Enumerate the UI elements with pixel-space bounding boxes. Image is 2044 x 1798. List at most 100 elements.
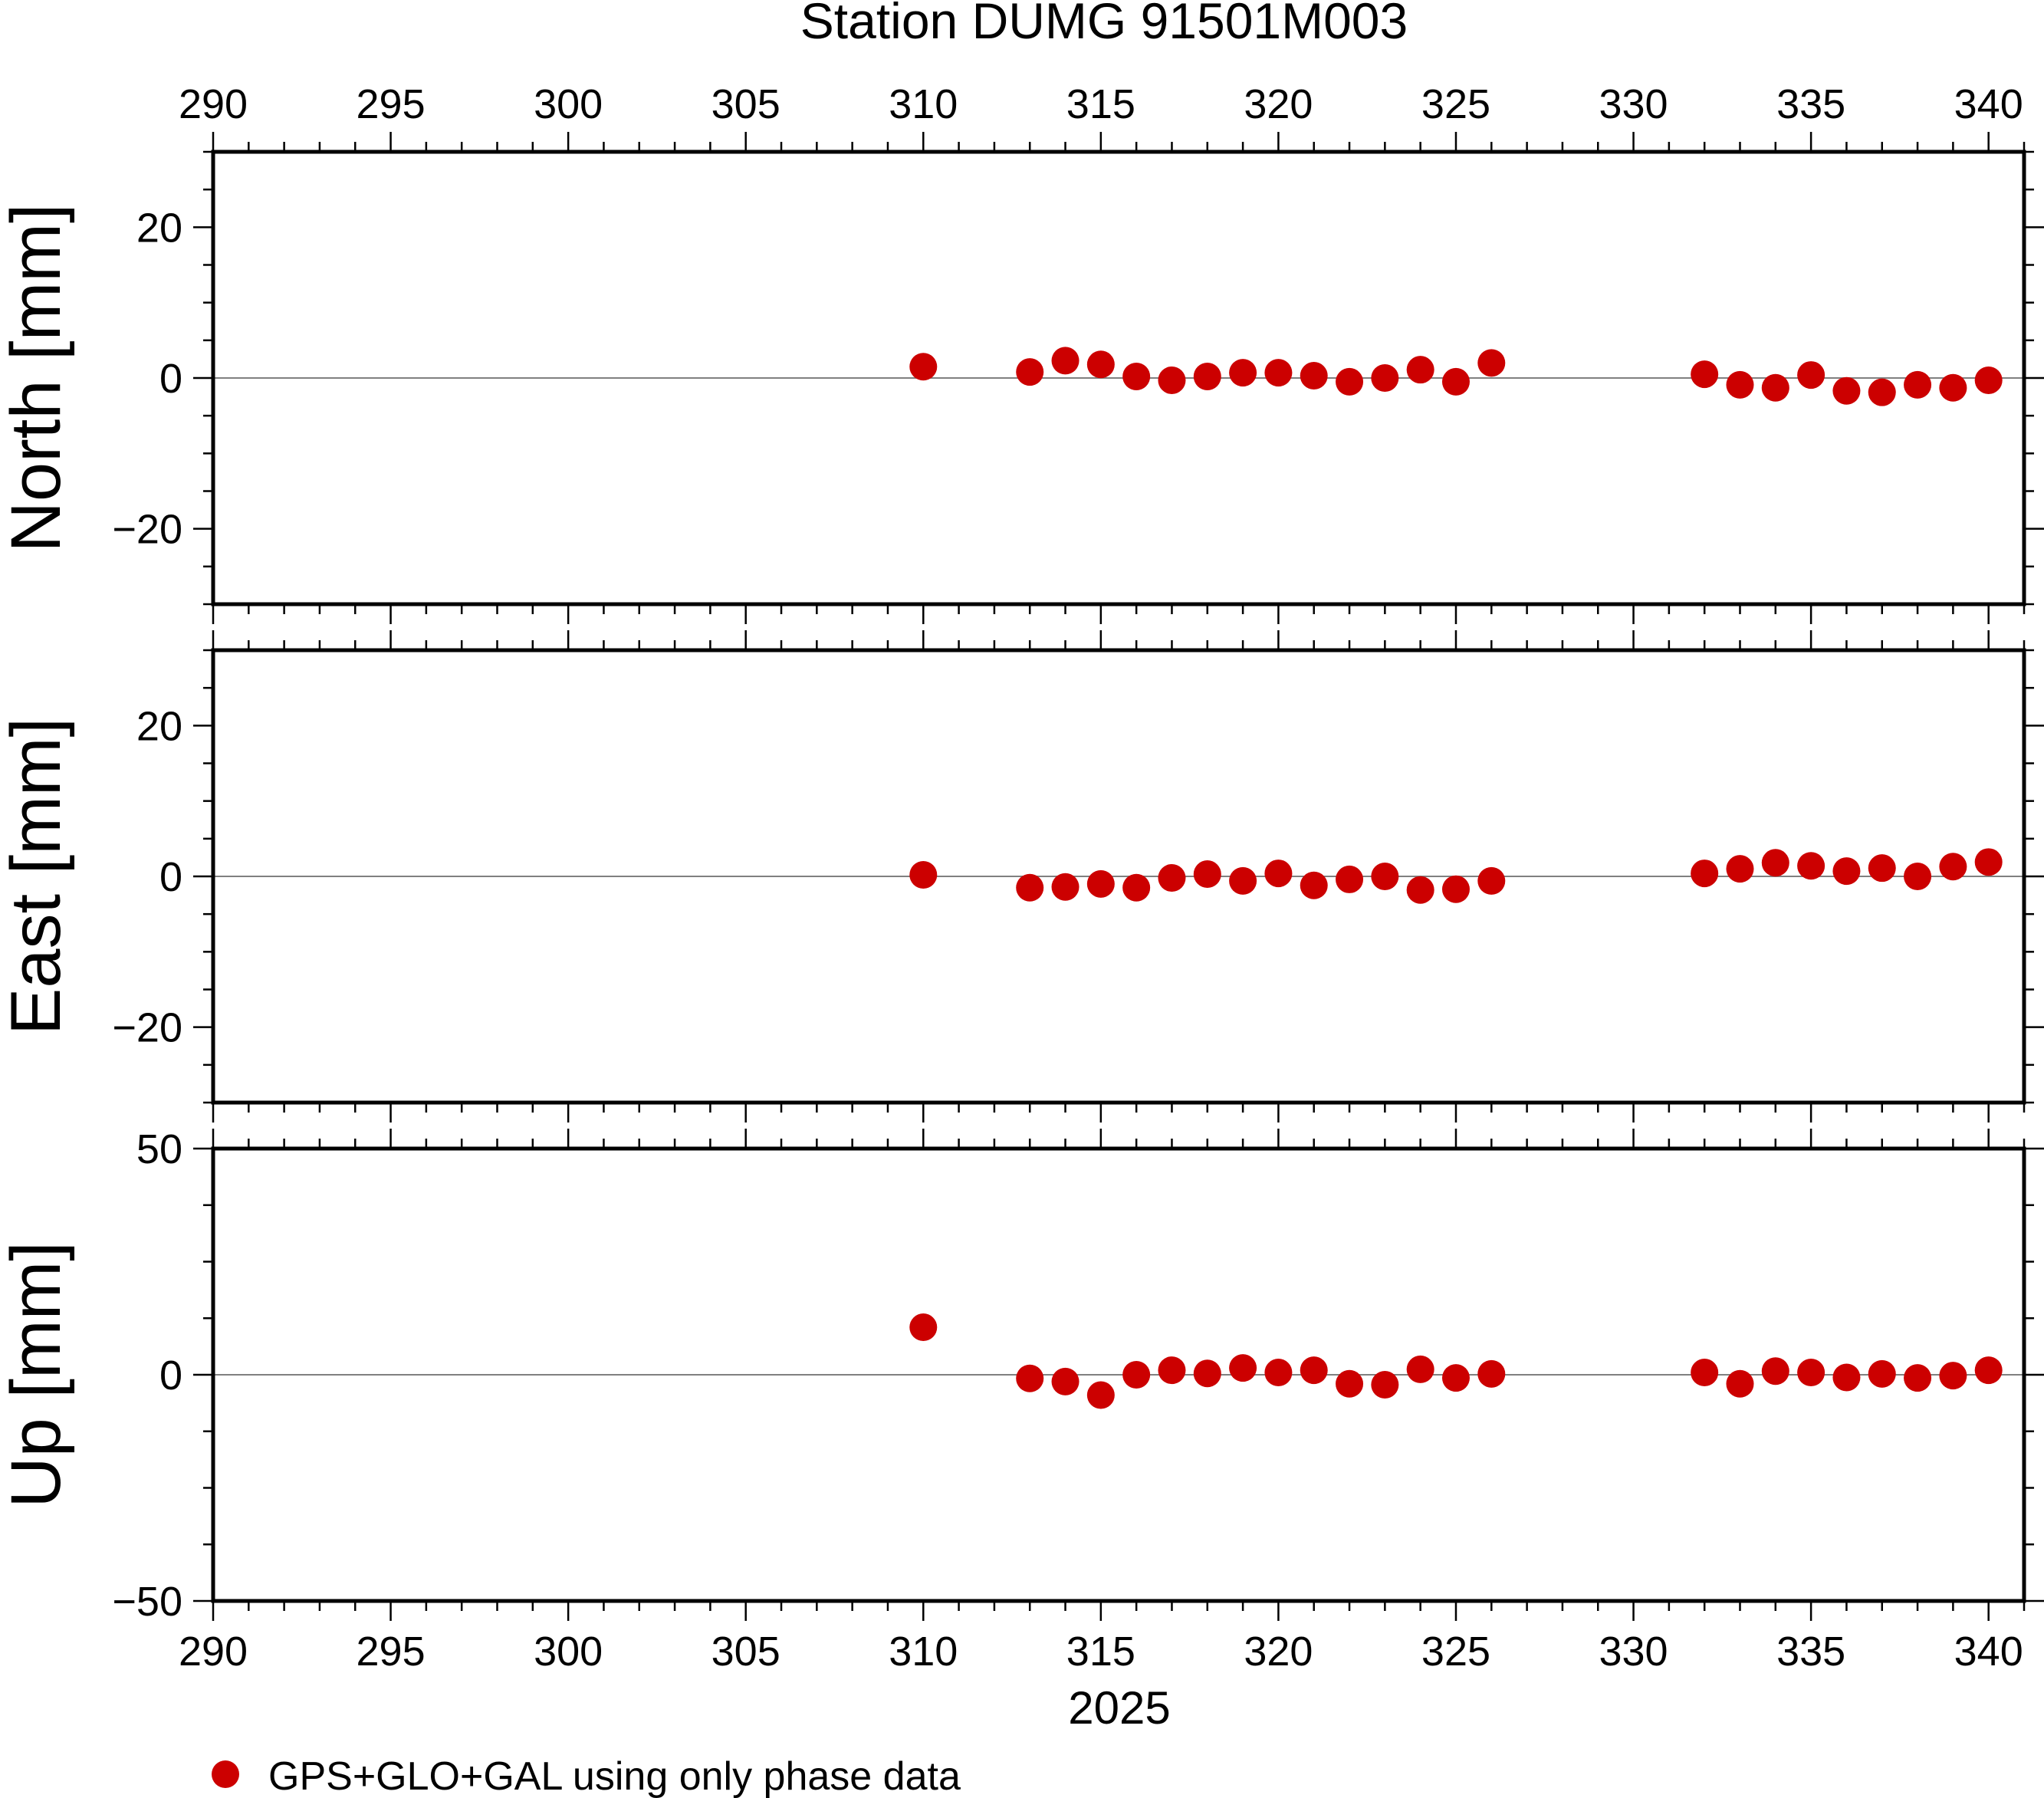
x-tick-label-bottom: 295	[357, 1629, 426, 1675]
legend-label: GPS+GLO+GAL using only phase data	[268, 1754, 961, 1798]
data-point	[1016, 873, 1044, 902]
data-point	[1051, 1367, 1080, 1395]
y-tick-label: −20	[112, 507, 182, 553]
panel-north: −20 0 20 North [mm]	[0, 132, 2044, 624]
x-tick-label-bottom: 315	[1066, 1629, 1135, 1675]
data-point	[1441, 875, 1470, 903]
data-point	[1158, 1356, 1186, 1385]
data-point	[1336, 865, 1364, 893]
data-point	[1761, 373, 1789, 402]
data-point	[1264, 860, 1293, 888]
y-axis-label: North [mm]	[0, 204, 75, 553]
data-point	[1051, 347, 1080, 375]
x-tick-label-top: 340	[1954, 81, 2023, 127]
data-point	[1371, 1370, 1399, 1399]
data-point	[1939, 1362, 1967, 1390]
x-tick-label-top: 305	[711, 81, 780, 127]
data-point	[1974, 366, 2003, 394]
figure-title: Station DUMG 91501M003	[800, 0, 1408, 49]
x-tick-label-bottom: 290	[179, 1629, 248, 1675]
data-point	[1300, 362, 1328, 390]
data-point	[1797, 1359, 1825, 1387]
data-point	[1726, 1369, 1754, 1398]
data-point	[909, 861, 938, 889]
data-point	[1406, 876, 1434, 904]
x-tick-label-top: 295	[357, 81, 426, 127]
x-tick-label-top: 330	[1599, 81, 1668, 127]
data-point	[1406, 1355, 1434, 1383]
data-point	[1193, 1359, 1221, 1388]
x-tick-label-bottom: 320	[1244, 1629, 1313, 1675]
data-point	[1797, 361, 1825, 390]
y-axis-label: Up [mm]	[0, 1241, 75, 1508]
legend-marker	[212, 1760, 239, 1788]
data-point	[1051, 873, 1080, 901]
y-tick-label: 20	[136, 703, 182, 749]
data-point	[1122, 1361, 1151, 1389]
data-point	[1868, 1359, 1896, 1388]
data-point	[1229, 866, 1257, 895]
data-point	[1868, 854, 1896, 883]
panel-east: −20 0 20 East [mm]	[0, 630, 2044, 1123]
x-tick-label-bottom: 340	[1954, 1629, 2023, 1675]
data-point	[1086, 1381, 1115, 1409]
data-point	[1122, 873, 1151, 902]
data-point	[1441, 1364, 1470, 1392]
data-point	[1016, 358, 1044, 386]
x-tick-label-top: 290	[179, 81, 248, 127]
data-point	[1229, 1354, 1257, 1382]
data-point	[1797, 852, 1825, 880]
data-point	[1726, 855, 1754, 883]
data-point	[1761, 849, 1789, 877]
data-point	[1371, 863, 1399, 890]
data-point	[1832, 376, 1861, 405]
data-point	[1974, 848, 2003, 876]
data-point	[1336, 1369, 1364, 1398]
x-tick-label-top: 310	[889, 81, 958, 127]
data-point	[1691, 860, 1719, 888]
data-point	[1016, 1364, 1044, 1392]
data-point	[1904, 370, 1932, 399]
data-point	[1406, 356, 1434, 384]
data-point	[909, 353, 938, 381]
x-axis-label: 2025	[1068, 1682, 1170, 1734]
panel-up: −50 0 50 Up [mm]	[0, 1126, 2044, 1625]
y-tick-label: 50	[136, 1126, 182, 1172]
data-point	[1477, 1359, 1506, 1388]
data-point	[1158, 366, 1186, 394]
data-point	[1761, 1357, 1789, 1385]
data-point	[1371, 364, 1399, 392]
x-tick-label-bottom: 305	[711, 1629, 780, 1675]
plot-frame	[211, 1146, 2026, 1603]
data-point	[1477, 349, 1506, 377]
data-point	[1904, 1364, 1932, 1392]
data-point	[1441, 367, 1470, 396]
data-point	[1264, 359, 1293, 387]
x-tick-label-top: 315	[1066, 81, 1135, 127]
data-point	[1086, 869, 1115, 898]
data-point	[1086, 350, 1115, 379]
x-tick-label-top: 320	[1244, 81, 1313, 127]
x-tick-label-top: 325	[1421, 81, 1490, 127]
x-tick-label-bottom: 325	[1421, 1629, 1490, 1675]
data-point	[1336, 367, 1364, 396]
data-point	[1193, 363, 1221, 391]
data-point	[1868, 378, 1896, 406]
data-point	[1158, 863, 1186, 892]
data-point	[909, 1313, 938, 1342]
data-point	[1691, 1359, 1719, 1387]
y-tick-label: 20	[136, 205, 182, 251]
y-tick-label: 0	[159, 854, 182, 900]
y-tick-label: 0	[159, 1353, 182, 1399]
x-tick-label-bottom: 300	[534, 1629, 603, 1675]
data-point	[1193, 860, 1221, 889]
data-point	[1832, 1363, 1861, 1392]
data-point	[1691, 360, 1719, 389]
plot-frame	[211, 648, 2026, 1105]
data-point	[1726, 370, 1754, 399]
data-point	[1264, 1359, 1293, 1387]
x-tick-label-top: 335	[1776, 81, 1845, 127]
y-tick-label: −50	[112, 1579, 182, 1625]
plot-frame	[211, 150, 2026, 606]
legend: GPS+GLO+GAL using only phase data	[212, 1754, 961, 1798]
